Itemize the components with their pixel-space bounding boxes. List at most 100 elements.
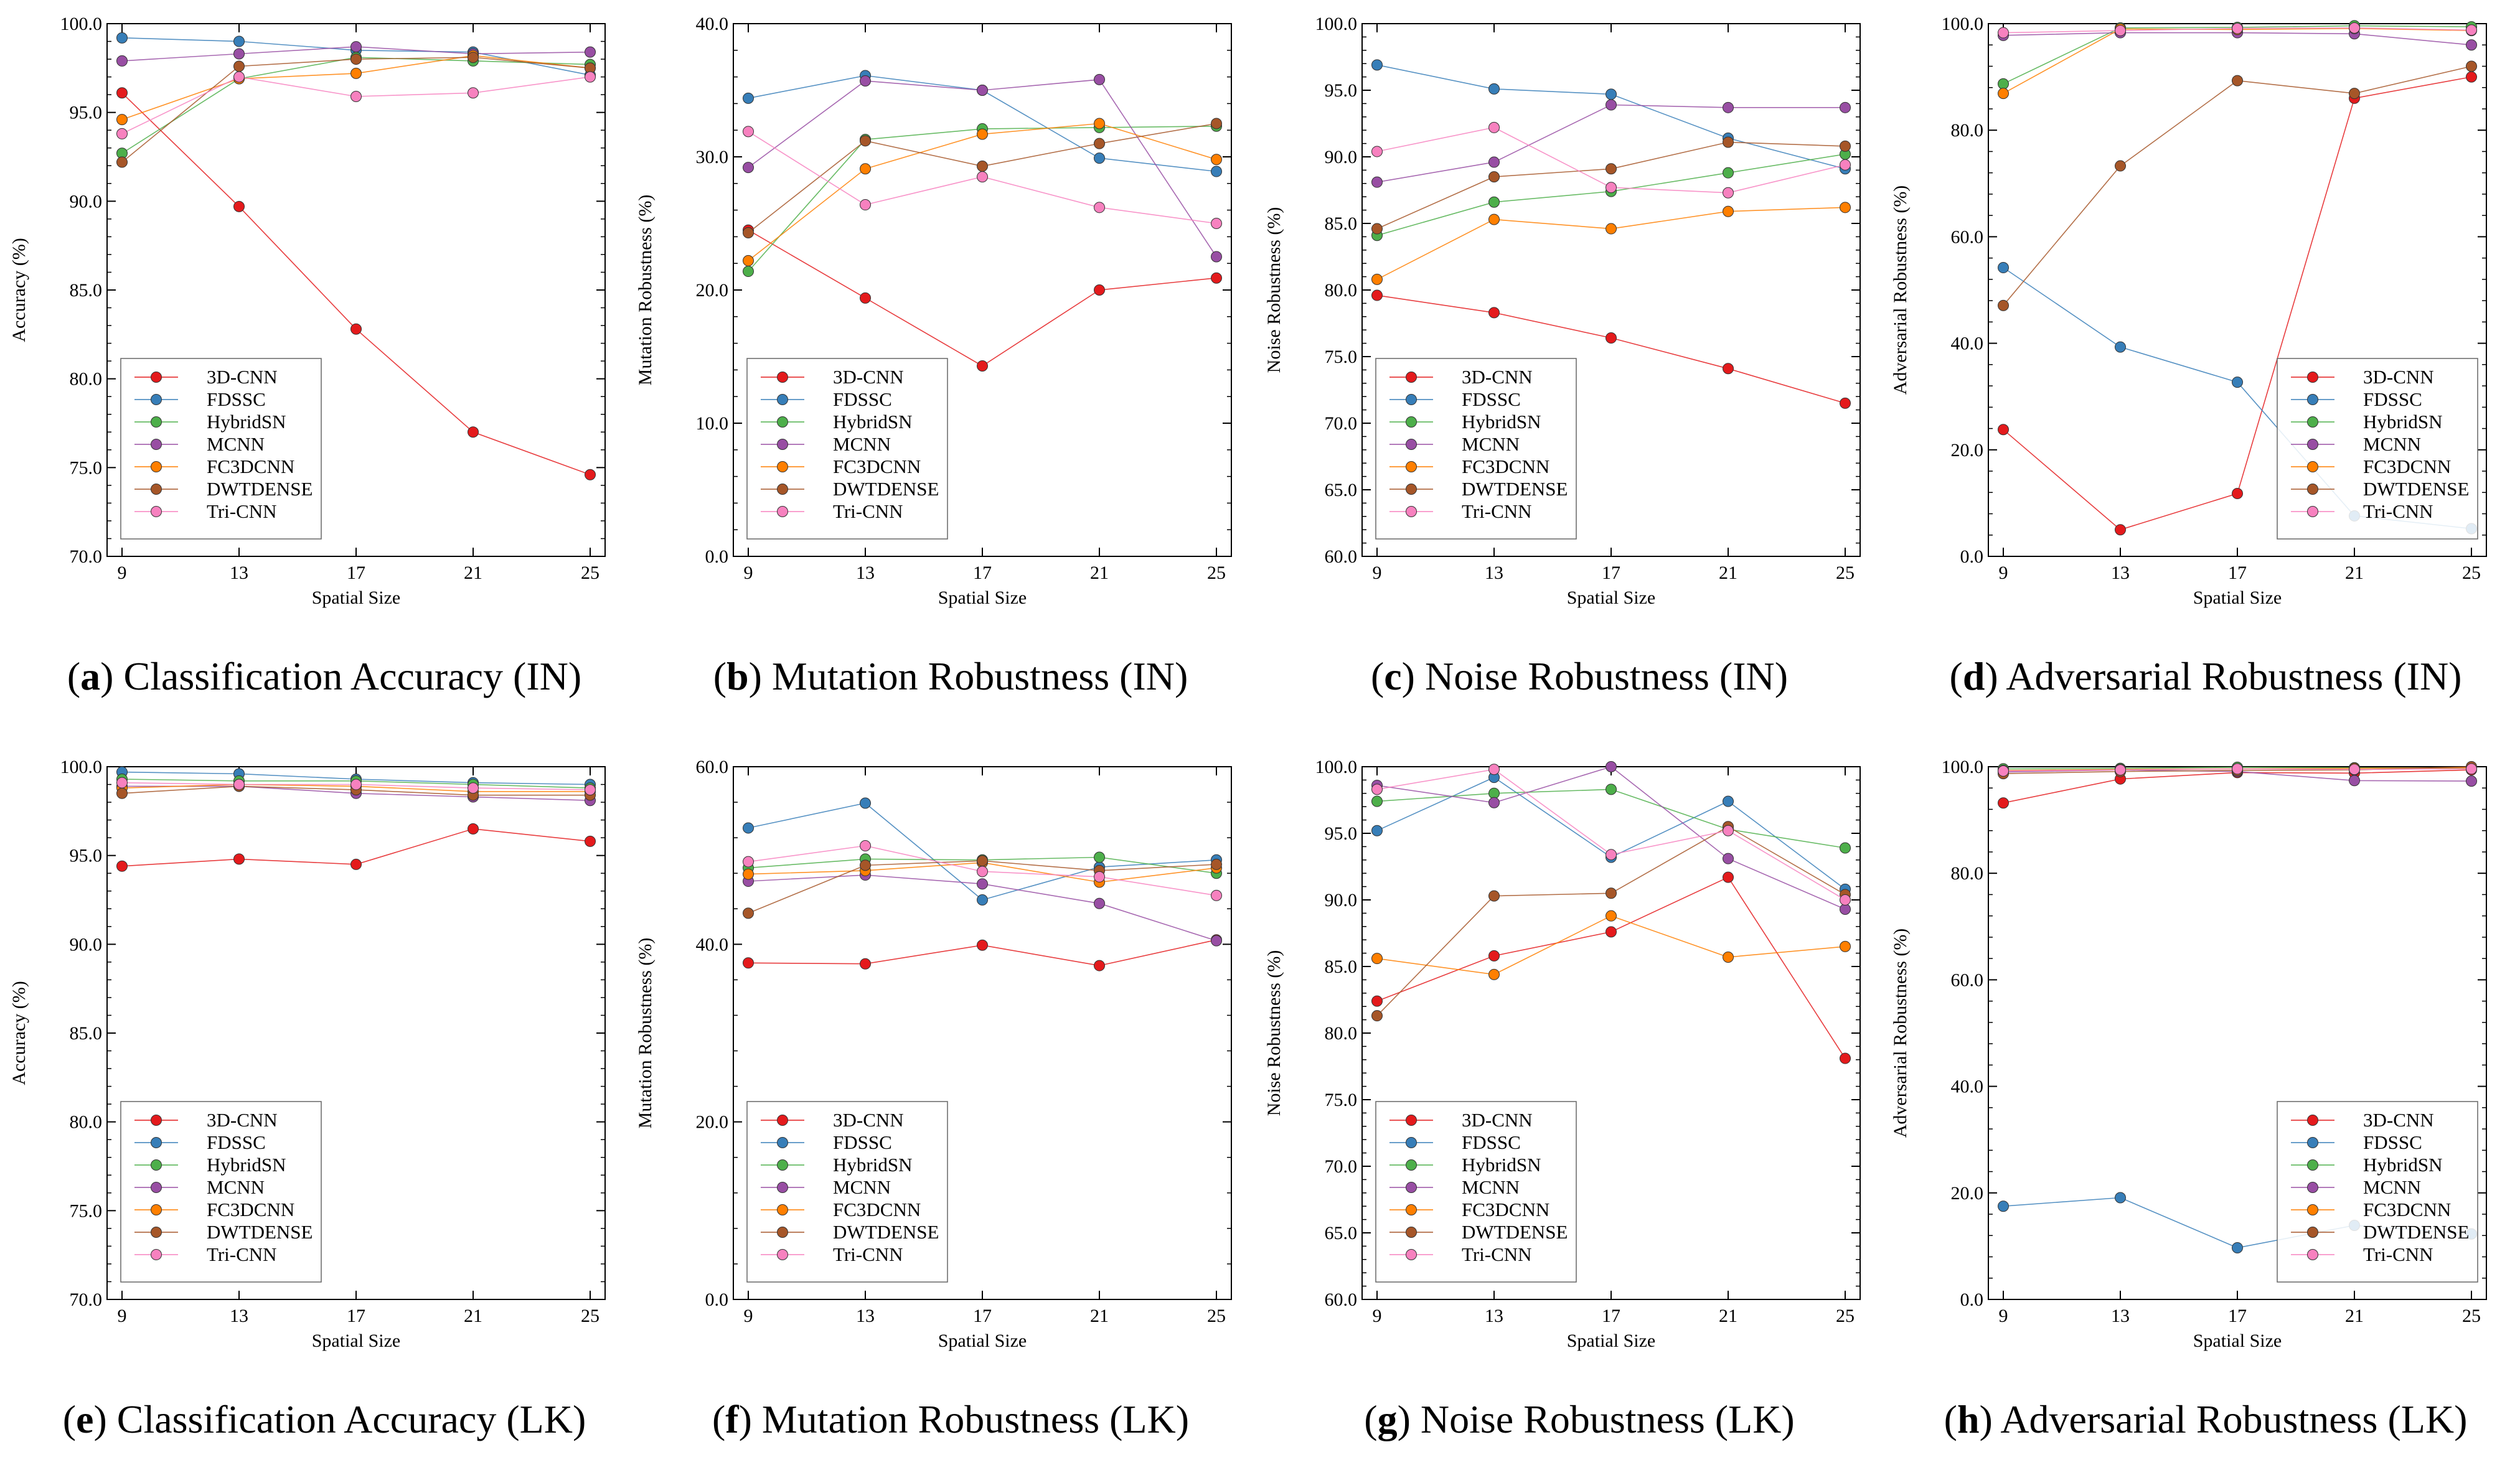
y-tick-label: 0.0 xyxy=(1960,546,1984,567)
y-tick-label: 60.0 xyxy=(1951,227,1984,247)
data-point xyxy=(2232,487,2243,499)
y-tick-label: 30.0 xyxy=(696,147,729,167)
y-axis-label: Accuracy (%) xyxy=(9,238,29,342)
legend-marker xyxy=(151,394,162,405)
series-3D-CNN xyxy=(116,823,596,872)
x-tick-label: 13 xyxy=(230,563,248,583)
legend-marker xyxy=(777,394,788,405)
data-point xyxy=(233,35,245,47)
data-point xyxy=(2466,60,2477,72)
data-point xyxy=(1094,851,1105,863)
data-point xyxy=(350,323,362,335)
legend: 3D-CNNFDSSCHybridSNMCNNFC3DCNNDWTDENSETr… xyxy=(2277,358,2478,540)
data-point xyxy=(860,75,871,87)
data-point xyxy=(1371,223,1383,235)
data-point xyxy=(2349,88,2360,100)
data-point xyxy=(350,90,362,102)
y-tick-label: 90.0 xyxy=(70,191,103,212)
series-3D-CNN xyxy=(1371,289,1851,409)
data-point xyxy=(1211,272,1222,284)
legend-marker xyxy=(1406,1115,1417,1126)
data-point xyxy=(1606,163,1617,175)
legend-label: FDSSC xyxy=(1462,1131,1521,1153)
data-point xyxy=(350,858,362,870)
legend-label: Tri-CNN xyxy=(833,1243,903,1265)
data-point xyxy=(1488,968,1500,980)
legend-marker xyxy=(2307,439,2318,450)
legend-label: MCNN xyxy=(2363,433,2421,455)
data-point xyxy=(1998,1200,2009,1212)
y-axis-label: Mutation Robustness (%) xyxy=(635,195,656,386)
legend-label: 3D-CNN xyxy=(1462,1109,1533,1131)
data-point xyxy=(1488,196,1500,208)
legend-marker xyxy=(777,461,788,472)
legend-marker xyxy=(151,372,162,383)
legend: 3D-CNNFDSSCHybridSNMCNNFC3DCNNDWTDENSETr… xyxy=(746,358,948,540)
data-point xyxy=(1998,424,2009,436)
data-point xyxy=(1371,289,1383,301)
legend-label: FDSSC xyxy=(833,1131,892,1153)
series-3D-CNN xyxy=(743,224,1222,372)
data-point xyxy=(860,199,871,211)
legend-marker xyxy=(2307,1227,2318,1238)
x-tick-label: 21 xyxy=(1090,1306,1109,1326)
y-tick-label: 20.0 xyxy=(696,280,729,301)
legend-label: FC3DCNN xyxy=(2363,456,2451,477)
data-point xyxy=(585,46,596,58)
data-point xyxy=(1723,871,1734,883)
legend-label: 3D-CNN xyxy=(207,1109,278,1131)
data-point xyxy=(1094,138,1105,149)
legend: 3D-CNNFDSSCHybridSNMCNNFC3DCNNDWTDENSETr… xyxy=(120,358,322,540)
data-point xyxy=(2232,22,2243,34)
data-point xyxy=(1371,995,1383,1007)
data-point xyxy=(585,469,596,480)
y-tick-label: 85.0 xyxy=(70,1023,103,1044)
series-MCNN xyxy=(1371,99,1851,188)
legend-label: HybridSN xyxy=(2363,411,2442,433)
data-point xyxy=(2232,377,2243,388)
x-tick-label: 9 xyxy=(1373,563,1382,583)
x-tick-label: 21 xyxy=(1719,1306,1737,1326)
data-point xyxy=(1211,935,1222,947)
x-axis-label: Spatial Size xyxy=(938,587,1027,608)
y-tick-label: 0.0 xyxy=(705,1289,729,1310)
x-tick-label: 17 xyxy=(2228,1306,2247,1326)
x-tick-label: 9 xyxy=(118,1306,127,1326)
x-tick-label: 25 xyxy=(2462,1306,2481,1326)
legend-label: FC3DCNN xyxy=(207,456,294,477)
y-axis-label: Adversarial Robustness (%) xyxy=(1890,185,1911,395)
data-point xyxy=(468,782,479,794)
y-tick-label: 75.0 xyxy=(70,1200,103,1221)
series-DWTDENSE xyxy=(743,118,1222,238)
series-FC3DCNN xyxy=(1371,202,1851,285)
x-tick-label: 17 xyxy=(973,563,992,583)
series-DWTDENSE xyxy=(743,855,1222,919)
x-tick-label: 9 xyxy=(1999,563,2008,583)
data-point xyxy=(2232,1242,2243,1253)
legend-label: HybridSN xyxy=(207,411,286,433)
x-tick-label: 17 xyxy=(1602,563,1620,583)
data-point xyxy=(2232,75,2243,87)
data-point xyxy=(743,162,754,174)
y-tick-label: 10.0 xyxy=(696,413,729,434)
legend-label: 3D-CNN xyxy=(1462,366,1533,388)
data-point xyxy=(1998,299,2009,311)
data-point xyxy=(743,255,754,266)
data-point xyxy=(1211,218,1222,229)
legend-marker xyxy=(1406,439,1417,450)
y-tick-label: 0.0 xyxy=(705,546,729,567)
x-tick-label: 25 xyxy=(1207,563,1226,583)
caption-letter: d xyxy=(1962,654,1985,698)
legend-marker xyxy=(777,1137,788,1148)
data-point xyxy=(585,784,596,796)
legend-marker xyxy=(1406,506,1417,517)
caption-text: Adversarial Robustness (LK) xyxy=(2000,1397,2468,1441)
y-tick-label: 70.0 xyxy=(70,1289,103,1310)
x-tick-label: 25 xyxy=(581,563,599,583)
